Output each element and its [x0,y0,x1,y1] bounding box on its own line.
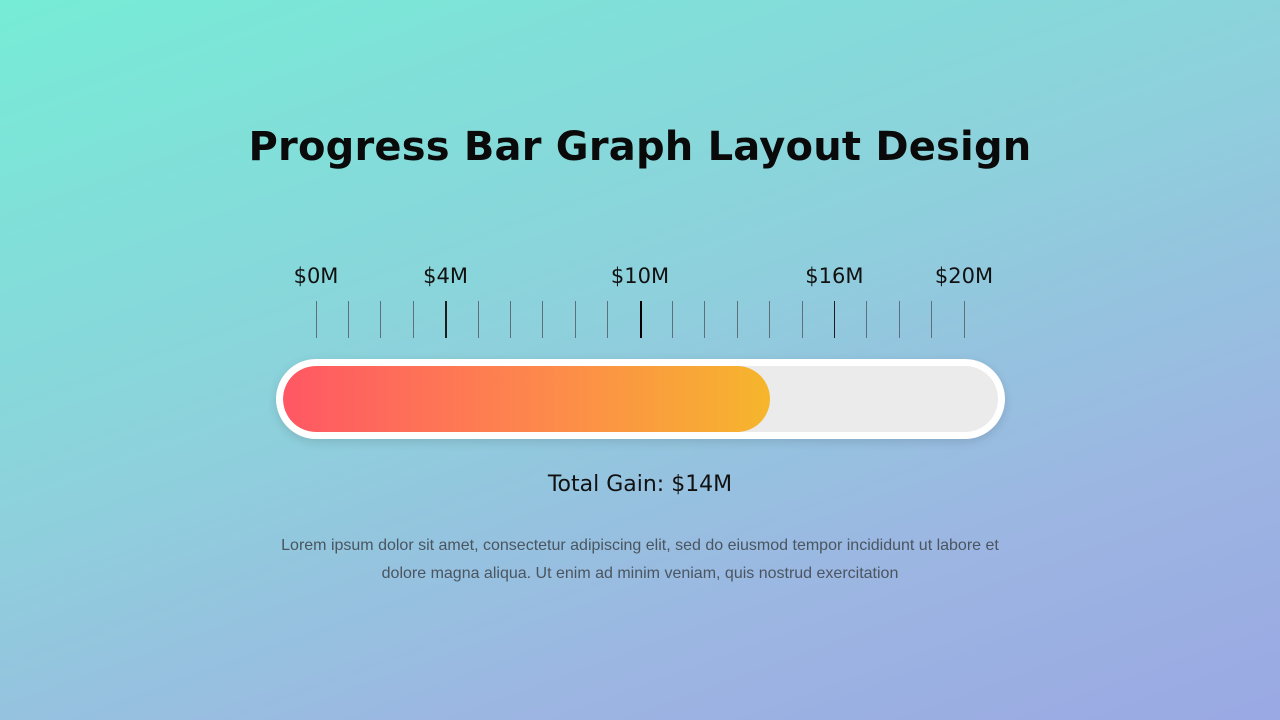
axis-tick-13 [736,301,738,338]
axis-tick-4 [445,301,447,338]
axis-tick-18 [898,301,900,338]
axis-tick-12 [704,301,706,338]
axis-tick-6 [509,301,511,338]
axis-tick-0 [315,301,317,338]
description-text: Lorem ipsum dolor sit amet, consectetur … [281,537,999,582]
axis-tick-11 [671,301,673,338]
axis-tick-5 [477,301,479,338]
axis-tick-10 [639,301,642,338]
axis-tick-8 [574,301,576,338]
chart-title: Progress Bar Graph Layout Design [248,124,1032,170]
axis-tick-3 [412,301,414,338]
axis-tick-17 [866,301,868,338]
axis-tick-label: $0M [293,264,339,288]
axis-tick-15 [801,301,803,338]
total-gain-label: Total Gain: $14M [547,472,733,497]
axis-tick-14 [769,301,771,338]
axis-tick-20 [963,301,965,338]
progress-fill [283,366,770,432]
axis-tick-7 [542,301,544,338]
axis-tick-16 [833,301,836,338]
axis-tick-label: $4M [423,264,469,288]
axis-tick-19 [931,301,933,338]
progress-track [283,366,998,432]
axis-tick-2 [380,301,382,338]
axis-tick-1 [347,301,349,338]
axis-tick-label: $10M [610,264,670,288]
axis-tick-9 [607,301,609,338]
axis-tick-label: $20M [934,264,994,288]
progress-track-border [276,359,1005,439]
axis-tick-label: $16M [805,264,864,288]
